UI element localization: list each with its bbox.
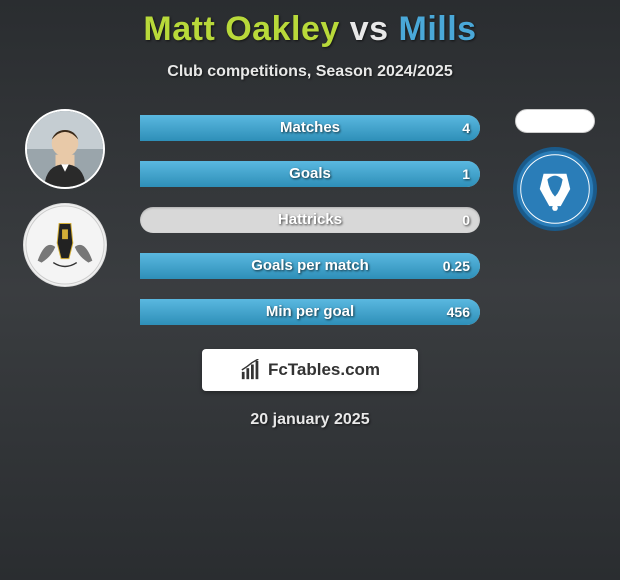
stat-row: Hattricks0 xyxy=(140,207,480,233)
brand-label: FcTables.com xyxy=(268,360,380,380)
subtitle: Club competitions, Season 2024/2025 xyxy=(0,63,620,81)
stat-label: Hattricks xyxy=(140,207,480,233)
stat-label: Min per goal xyxy=(140,299,480,325)
player2-column xyxy=(500,109,610,231)
player2-crest-icon xyxy=(515,147,595,231)
stat-label: Goals xyxy=(140,161,480,187)
stat-value-right: 4 xyxy=(462,115,470,141)
player2-name: Mills xyxy=(399,10,477,48)
stat-label: Goals per match xyxy=(140,253,480,279)
player1-avatar xyxy=(25,109,105,189)
stat-value-right: 456 xyxy=(447,299,470,325)
player1-crest-icon xyxy=(24,203,106,287)
chart-icon xyxy=(240,359,262,381)
player2-avatar xyxy=(515,109,595,133)
stat-row: Goals1 xyxy=(140,161,480,187)
player2-club-crest xyxy=(513,147,597,231)
player1-column xyxy=(10,109,120,287)
stat-value-right: 0.25 xyxy=(443,253,470,279)
content-area: Matches4Goals1Hattricks0Goals per match0… xyxy=(0,109,620,325)
stat-row: Matches4 xyxy=(140,115,480,141)
stat-value-right: 0 xyxy=(462,207,470,233)
stat-label: Matches xyxy=(140,115,480,141)
date-label: 20 january 2025 xyxy=(0,411,620,429)
vs-label: vs xyxy=(350,10,389,48)
comparison-title: Matt Oakley vs Mills xyxy=(0,0,620,49)
stat-row: Goals per match0.25 xyxy=(140,253,480,279)
brand-badge[interactable]: FcTables.com xyxy=(202,349,418,391)
stats-list: Matches4Goals1Hattricks0Goals per match0… xyxy=(140,109,480,325)
player1-name: Matt Oakley xyxy=(143,10,339,48)
stat-value-right: 1 xyxy=(462,161,470,187)
player1-avatar-placeholder-icon xyxy=(27,109,103,189)
stat-row: Min per goal456 xyxy=(140,299,480,325)
player1-club-crest xyxy=(23,203,107,287)
